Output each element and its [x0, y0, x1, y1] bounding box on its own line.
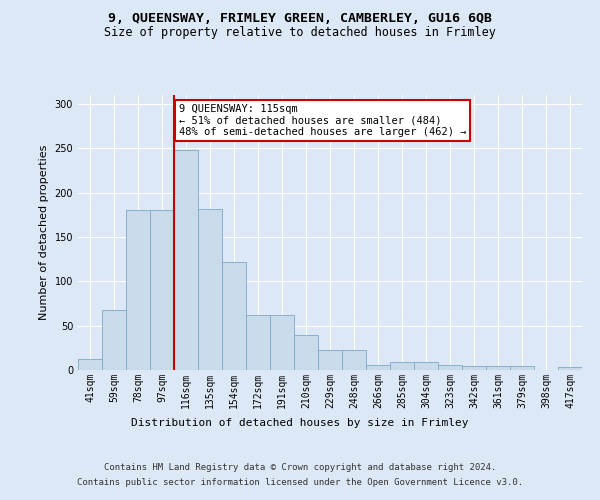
Bar [294, 334, 318, 370]
Bar [558, 368, 582, 370]
Bar [150, 210, 174, 370]
Bar [174, 150, 198, 370]
Bar [390, 362, 414, 370]
Bar [366, 364, 390, 370]
Bar [462, 366, 486, 370]
Bar [78, 360, 102, 370]
Bar [102, 310, 126, 370]
Text: Distribution of detached houses by size in Frimley: Distribution of detached houses by size … [131, 418, 469, 428]
Bar [270, 315, 294, 370]
Text: Contains HM Land Registry data © Crown copyright and database right 2024.: Contains HM Land Registry data © Crown c… [104, 463, 496, 472]
Bar [510, 366, 534, 370]
Text: 9 QUEENSWAY: 115sqm
← 51% of detached houses are smaller (484)
48% of semi-detac: 9 QUEENSWAY: 115sqm ← 51% of detached ho… [179, 104, 466, 137]
Bar [126, 210, 150, 370]
Bar [222, 262, 246, 370]
Bar [342, 350, 366, 370]
Text: Contains public sector information licensed under the Open Government Licence v3: Contains public sector information licen… [77, 478, 523, 487]
Bar [318, 350, 342, 370]
Text: 9, QUEENSWAY, FRIMLEY GREEN, CAMBERLEY, GU16 6QB: 9, QUEENSWAY, FRIMLEY GREEN, CAMBERLEY, … [108, 12, 492, 26]
Bar [246, 315, 270, 370]
Bar [438, 364, 462, 370]
Bar [198, 208, 222, 370]
Bar [414, 362, 438, 370]
Bar [486, 366, 510, 370]
Text: Size of property relative to detached houses in Frimley: Size of property relative to detached ho… [104, 26, 496, 39]
Y-axis label: Number of detached properties: Number of detached properties [39, 145, 49, 320]
